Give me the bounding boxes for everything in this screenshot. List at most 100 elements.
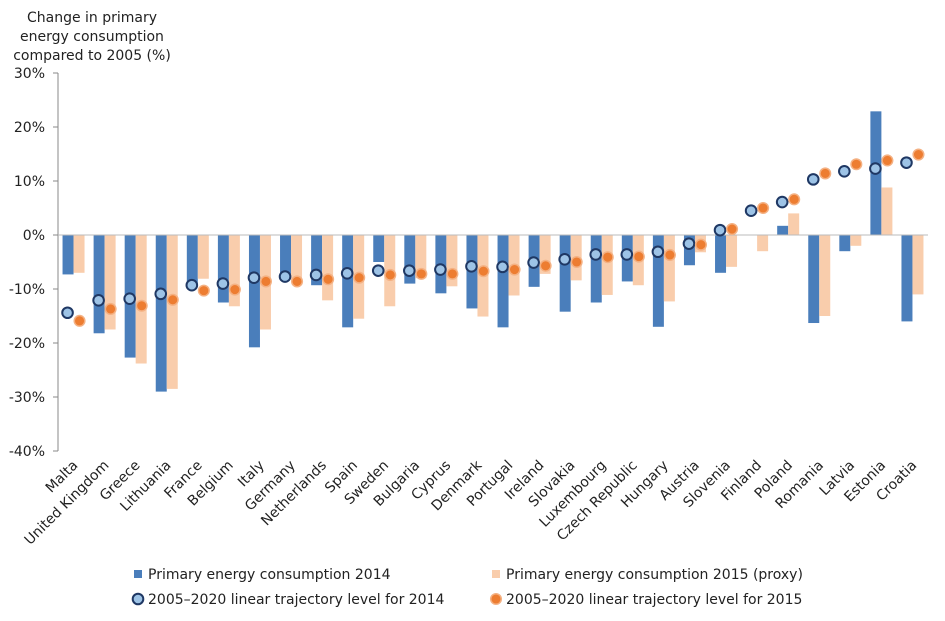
trajectory-2015-marker (322, 273, 335, 286)
trajectory-2014-marker (465, 260, 478, 273)
bar-2014 (777, 225, 789, 235)
bar-2015 (757, 235, 769, 252)
bar-2015 (601, 235, 613, 295)
trajectory-2014-marker (154, 287, 168, 301)
trajectory-2015-marker (135, 299, 148, 312)
bar-2015 (228, 235, 240, 307)
bar-2014 (683, 235, 695, 266)
trajectory-2015-marker (228, 283, 241, 296)
bar-2014 (280, 235, 292, 279)
trajectory-2015-marker (663, 248, 676, 262)
trajectory-2015-marker (415, 267, 428, 280)
trajectory-2014-marker (806, 173, 820, 186)
trajectory-2014-marker (713, 223, 727, 237)
bar-2015 (197, 235, 209, 279)
bar-2015 (912, 235, 924, 295)
y-axis-title-line: Change in primary (27, 10, 157, 26)
y-axis: -40% -30% -20% -10% 0% 10% 20% 30% (9, 66, 59, 460)
bar-2015 (166, 235, 178, 389)
bar-2014 (901, 235, 913, 322)
trajectory-2015-marker (477, 265, 490, 278)
trajectory-2014-marker (185, 278, 199, 292)
legend-label: 2005–2020 linear trajectory level for 20… (506, 592, 802, 608)
bar-2014 (342, 235, 354, 328)
bar-2014 (559, 235, 571, 312)
bar-2015 (446, 235, 458, 287)
y-tick-label: -10% (9, 282, 45, 298)
bar-2014 (155, 235, 167, 392)
legend-marker (131, 592, 145, 606)
trajectory-2015-marker (694, 238, 708, 251)
trajectory-2014-marker (216, 277, 230, 290)
trajectory-2015-marker (912, 148, 925, 161)
trajectory-2015-marker (850, 158, 863, 171)
markers (61, 148, 925, 327)
trajectory-2015-marker (197, 284, 210, 297)
bar-2014 (217, 235, 229, 303)
trajectory-2015-marker (632, 250, 645, 263)
bar-2015 (291, 235, 303, 281)
bar-2015 (726, 235, 738, 267)
trajectory-2015-marker (725, 223, 739, 236)
bars (62, 111, 924, 392)
y-tick-label: 0% (23, 228, 45, 244)
bar-2014 (373, 235, 385, 262)
trajectory-2014-marker (434, 263, 447, 276)
bar-2014 (186, 235, 198, 284)
legend-marker (489, 592, 503, 606)
trajectory-2015-marker (570, 255, 583, 269)
trajectory-2014-marker (403, 264, 416, 277)
trajectory-2015-marker (508, 263, 521, 276)
trajectory-2014-marker (247, 271, 261, 284)
trajectory-2014-marker (744, 204, 758, 217)
bar-2015 (819, 235, 831, 316)
trajectory-2014-marker (340, 267, 354, 280)
bar-2014 (62, 235, 74, 275)
y-tick-label: 10% (14, 174, 45, 190)
y-axis-title-line: compared to 2005 (%) (13, 48, 171, 64)
trajectory-2014-marker (309, 268, 323, 282)
bar-2014 (808, 235, 820, 324)
bar-2014 (590, 235, 602, 303)
legend-swatch (492, 570, 500, 578)
trajectory-2014-marker (651, 245, 665, 259)
legend-swatch (134, 570, 142, 578)
trajectory-2015-marker (539, 259, 552, 272)
trajectory-2015-marker (788, 193, 801, 206)
trajectory-2014-marker (838, 164, 851, 178)
trajectory-2015-marker (384, 268, 397, 282)
y-tick-label: -20% (9, 336, 45, 352)
y-axis-title-line: energy consumption (20, 29, 164, 45)
bar-2014 (404, 235, 416, 284)
trajectory-2014-marker (527, 256, 540, 269)
y-tick-label: 20% (14, 120, 45, 136)
trajectory-2014-marker (92, 294, 105, 307)
trajectory-2015-marker (601, 251, 614, 264)
bar-2015 (788, 213, 800, 235)
y-tick-label: -30% (9, 390, 45, 406)
bar-2014 (839, 235, 851, 252)
bar-2014 (497, 235, 509, 328)
bar-2015 (539, 235, 551, 274)
trajectory-2014-marker (589, 248, 603, 261)
bar-2015 (135, 235, 147, 364)
bar-2015 (663, 235, 675, 302)
trajectory-2014-marker (620, 248, 634, 261)
legend-label: Primary energy consumption 2015 (proxy) (506, 567, 803, 583)
bar-2015 (73, 235, 85, 273)
bar-2014 (248, 235, 260, 348)
legend-label: Primary energy consumption 2014 (148, 567, 391, 583)
trajectory-2014-marker (278, 270, 292, 283)
trajectory-2014-marker (123, 292, 136, 306)
bar-2014 (652, 235, 664, 327)
bar-2014 (311, 235, 323, 286)
y-tick-label: -40% (9, 444, 45, 460)
y-tick-label: 30% (14, 66, 45, 82)
trajectory-2014-marker (900, 156, 913, 169)
trajectory-2015-marker (104, 302, 117, 316)
bar-2014 (715, 235, 727, 273)
trajectory-2015-marker (166, 293, 179, 306)
trajectory-2014-marker (775, 195, 789, 209)
